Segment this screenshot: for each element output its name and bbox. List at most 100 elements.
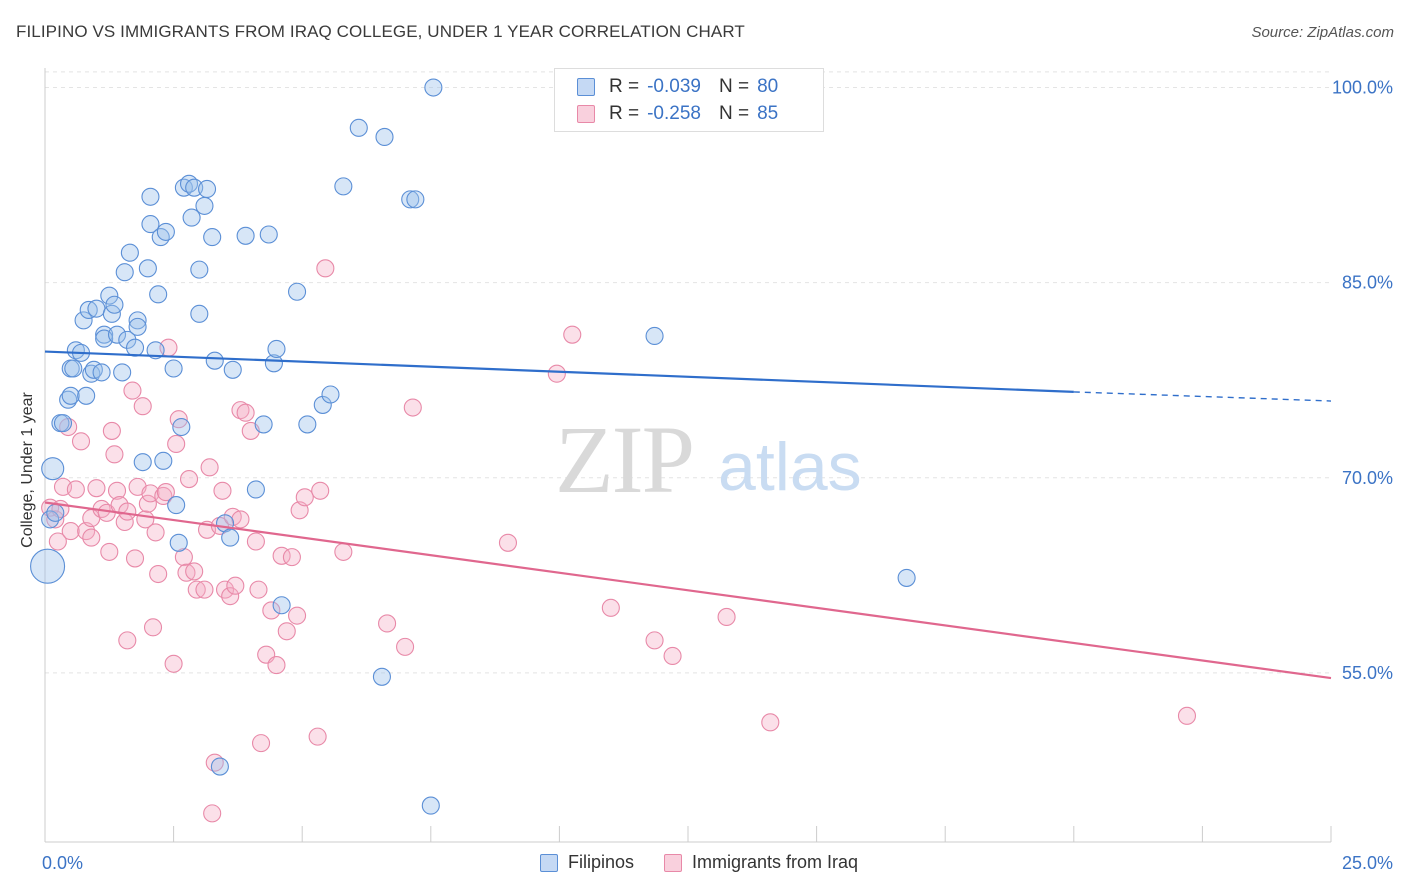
data-point-filipinos <box>254 415 273 434</box>
data-point-iraq <box>82 528 101 547</box>
data-point-filipinos <box>41 457 65 481</box>
legend-n-label: N = <box>718 76 750 97</box>
trend-line-iraq <box>44 501 1332 680</box>
data-point-filipinos <box>164 359 183 378</box>
data-point-filipinos <box>169 533 188 552</box>
data-point-iraq <box>396 637 415 656</box>
watermark-zip: ZIP <box>555 406 693 513</box>
data-point-iraq <box>164 654 183 673</box>
data-point-iraq <box>179 470 199 489</box>
data-point-filipinos <box>298 415 317 434</box>
data-point-filipinos <box>125 338 145 357</box>
data-point-filipinos <box>141 187 160 206</box>
data-point-iraq <box>761 713 780 732</box>
legend-n-label: N = <box>718 103 750 124</box>
data-point-filipinos <box>190 260 209 279</box>
trend-lines <box>44 350 1332 680</box>
data-point-iraq <box>200 458 219 477</box>
data-point-filipinos <box>105 295 124 314</box>
data-point-filipinos <box>185 178 204 197</box>
data-point-filipinos <box>77 386 96 405</box>
data-point-filipinos <box>128 317 147 336</box>
data-point-iraq <box>185 562 204 581</box>
data-point-filipinos <box>172 417 191 437</box>
watermark-atlas: atlas <box>718 429 862 505</box>
data-point-iraq <box>236 403 255 422</box>
series-filipinos-points <box>30 78 916 815</box>
data-point-iraq <box>177 563 196 582</box>
data-point-iraq <box>118 631 137 650</box>
series-legend: Filipinos Immigrants from Iraq <box>540 852 888 873</box>
data-point-filipinos <box>334 177 353 196</box>
data-point-filipinos <box>259 225 278 244</box>
legend-r-value: -0.258 <box>647 103 701 124</box>
data-point-iraq <box>311 481 330 500</box>
data-point-filipinos <box>182 208 201 227</box>
data-point-iraq <box>295 488 314 507</box>
data-point-iraq <box>203 804 222 823</box>
data-point-iraq <box>102 421 121 440</box>
data-point-iraq <box>146 523 165 542</box>
data-point-iraq <box>267 656 286 675</box>
data-point-iraq <box>66 480 85 499</box>
correlation-legend: R = -0.039 N = 80 R = -0.258 N = 85 <box>554 68 824 132</box>
source-credit: Source: ZipAtlas.com <box>1251 24 1394 41</box>
data-point-filipinos <box>197 179 217 199</box>
data-point-filipinos <box>30 548 66 584</box>
data-point-filipinos <box>372 667 391 686</box>
data-point-filipinos <box>154 451 173 470</box>
data-point-filipinos <box>138 259 157 278</box>
x-tick-label: 25.0% <box>1342 853 1393 873</box>
watermark: ZIP atlas <box>555 406 862 513</box>
data-point-iraq <box>213 481 232 500</box>
data-point-filipinos <box>107 325 127 344</box>
data-point-iraq <box>156 483 175 502</box>
data-point-iraq <box>71 432 91 451</box>
data-point-filipinos <box>424 78 443 97</box>
data-point-iraq <box>107 481 127 500</box>
data-point-iraq <box>249 580 268 599</box>
legend-label-iraq: Immigrants from Iraq <box>692 852 859 872</box>
data-point-iraq <box>133 397 152 416</box>
data-point-iraq <box>118 502 137 521</box>
legend-item-iraq[interactable]: Immigrants from Iraq <box>664 852 858 873</box>
data-point-filipinos <box>141 215 160 234</box>
data-point-iraq <box>61 522 80 541</box>
data-point-iraq <box>663 646 682 666</box>
y-tick-label: 70.0% <box>1342 468 1393 488</box>
data-point-filipinos <box>66 341 85 360</box>
series-iraq-points <box>41 259 1197 823</box>
data-point-filipinos <box>92 363 111 382</box>
legend-r-label: R = <box>609 76 640 97</box>
data-point-filipinos <box>401 190 420 209</box>
data-point-filipinos <box>167 496 186 515</box>
data-point-filipinos <box>349 118 368 137</box>
data-point-filipinos <box>79 300 98 320</box>
data-point-iraq <box>1177 706 1197 725</box>
data-point-filipinos <box>133 453 152 472</box>
data-point-filipinos <box>195 196 214 215</box>
legend-r-label: R = <box>609 103 640 124</box>
data-point-filipinos <box>313 395 332 414</box>
data-point-filipinos <box>146 341 165 360</box>
data-point-iraq <box>231 510 250 529</box>
data-point-filipinos <box>64 359 83 378</box>
legend-item-filipinos[interactable]: Filipinos <box>540 852 634 873</box>
data-point-iraq <box>563 325 582 344</box>
data-point-filipinos <box>74 311 93 330</box>
data-point-filipinos <box>264 354 283 373</box>
data-point-iraq <box>226 576 245 595</box>
data-point-iraq <box>498 533 518 552</box>
data-point-iraq <box>334 542 353 561</box>
data-point-iraq <box>282 548 301 567</box>
legend-n-value: 85 <box>757 103 779 124</box>
data-point-filipinos <box>897 568 916 587</box>
data-point-iraq <box>403 398 422 417</box>
chart-title: FILIPINO VS IMMIGRANTS FROM IRAQ COLLEGE… <box>16 22 745 41</box>
data-point-filipinos <box>210 757 229 776</box>
trend-line-filipinos <box>44 350 1074 394</box>
data-point-filipinos <box>120 243 139 262</box>
data-point-iraq <box>195 580 214 599</box>
data-point-filipinos <box>406 190 425 209</box>
